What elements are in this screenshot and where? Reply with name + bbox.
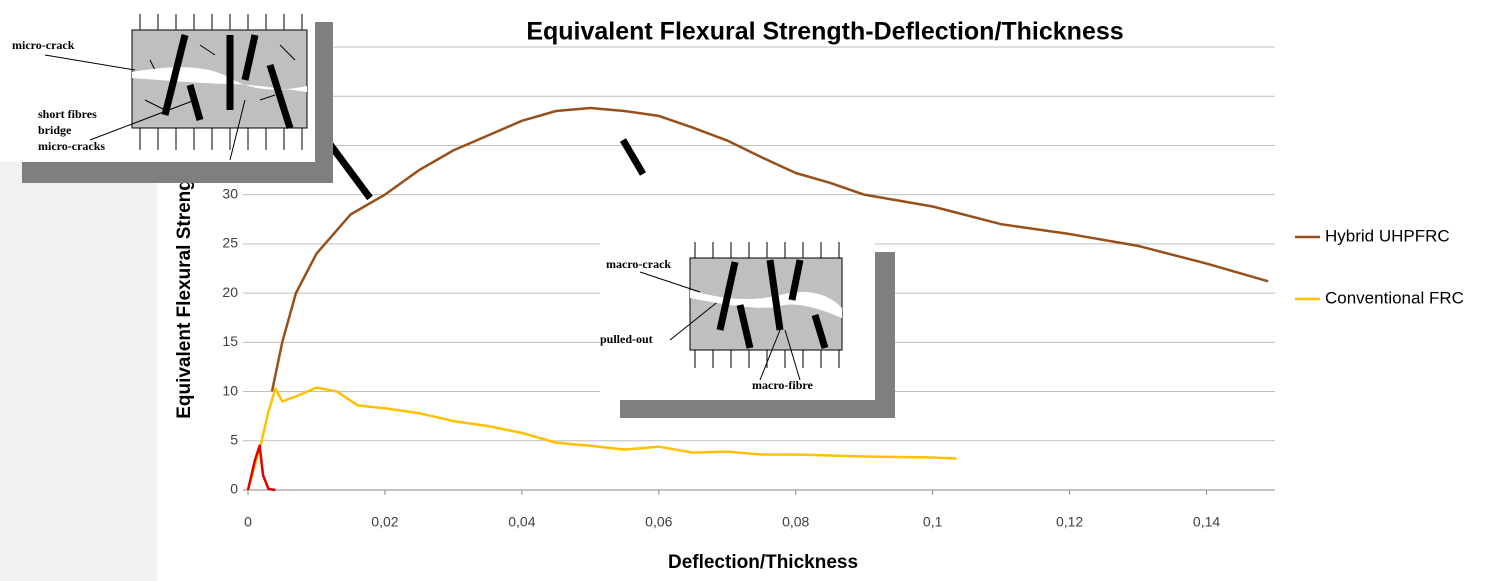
annotation: short fibres — [38, 107, 97, 121]
annotation: pulled-out — [600, 332, 653, 346]
x-tick-label: 0,14 — [1193, 514, 1220, 530]
y-tick-label: 0 — [230, 481, 238, 497]
series-line — [246, 444, 276, 492]
annotation: macro-fibre — [752, 378, 814, 392]
x-tick-label: 0,1 — [923, 514, 943, 530]
annotation: micro-cracks — [38, 139, 105, 153]
annotation: macro-crack — [606, 257, 671, 271]
y-tick-label: 30 — [222, 185, 238, 201]
insets: micro-crack short fibres bridge micro-cr… — [0, 0, 895, 418]
macro-crack-shape — [690, 290, 842, 318]
x-tick-label: 0,04 — [508, 514, 535, 530]
annotation: micro-crack — [12, 38, 75, 52]
series-line — [270, 106, 1269, 392]
chart-title: Equivalent Flexural Strength-Deflection/… — [526, 18, 1123, 46]
legend-label: Hybrid UHPFRC — [1325, 226, 1450, 245]
y-tick-label: 15 — [222, 333, 238, 349]
x-tick-label: 0 — [244, 514, 252, 530]
y-tick-label: 10 — [222, 382, 238, 398]
x-tick-label: 0,02 — [371, 514, 398, 530]
y-tick-label: 5 — [230, 431, 238, 447]
x-tick-label: 0,12 — [1056, 514, 1083, 530]
x-axis-label: Deflection/Thickness — [668, 552, 858, 573]
y-axis-label: Equivalent Flexural Strength — [174, 161, 195, 419]
series-line — [246, 386, 957, 491]
y-tick-label: 25 — [222, 235, 238, 251]
pointer-arrow — [619, 138, 647, 176]
x-tick-label: 0,08 — [782, 514, 809, 530]
y-tick-label: 20 — [222, 284, 238, 300]
annotation: bridge — [38, 123, 72, 137]
legend-label: Conventional FRC — [1325, 288, 1464, 307]
x-tick-label: 0,06 — [645, 514, 672, 530]
